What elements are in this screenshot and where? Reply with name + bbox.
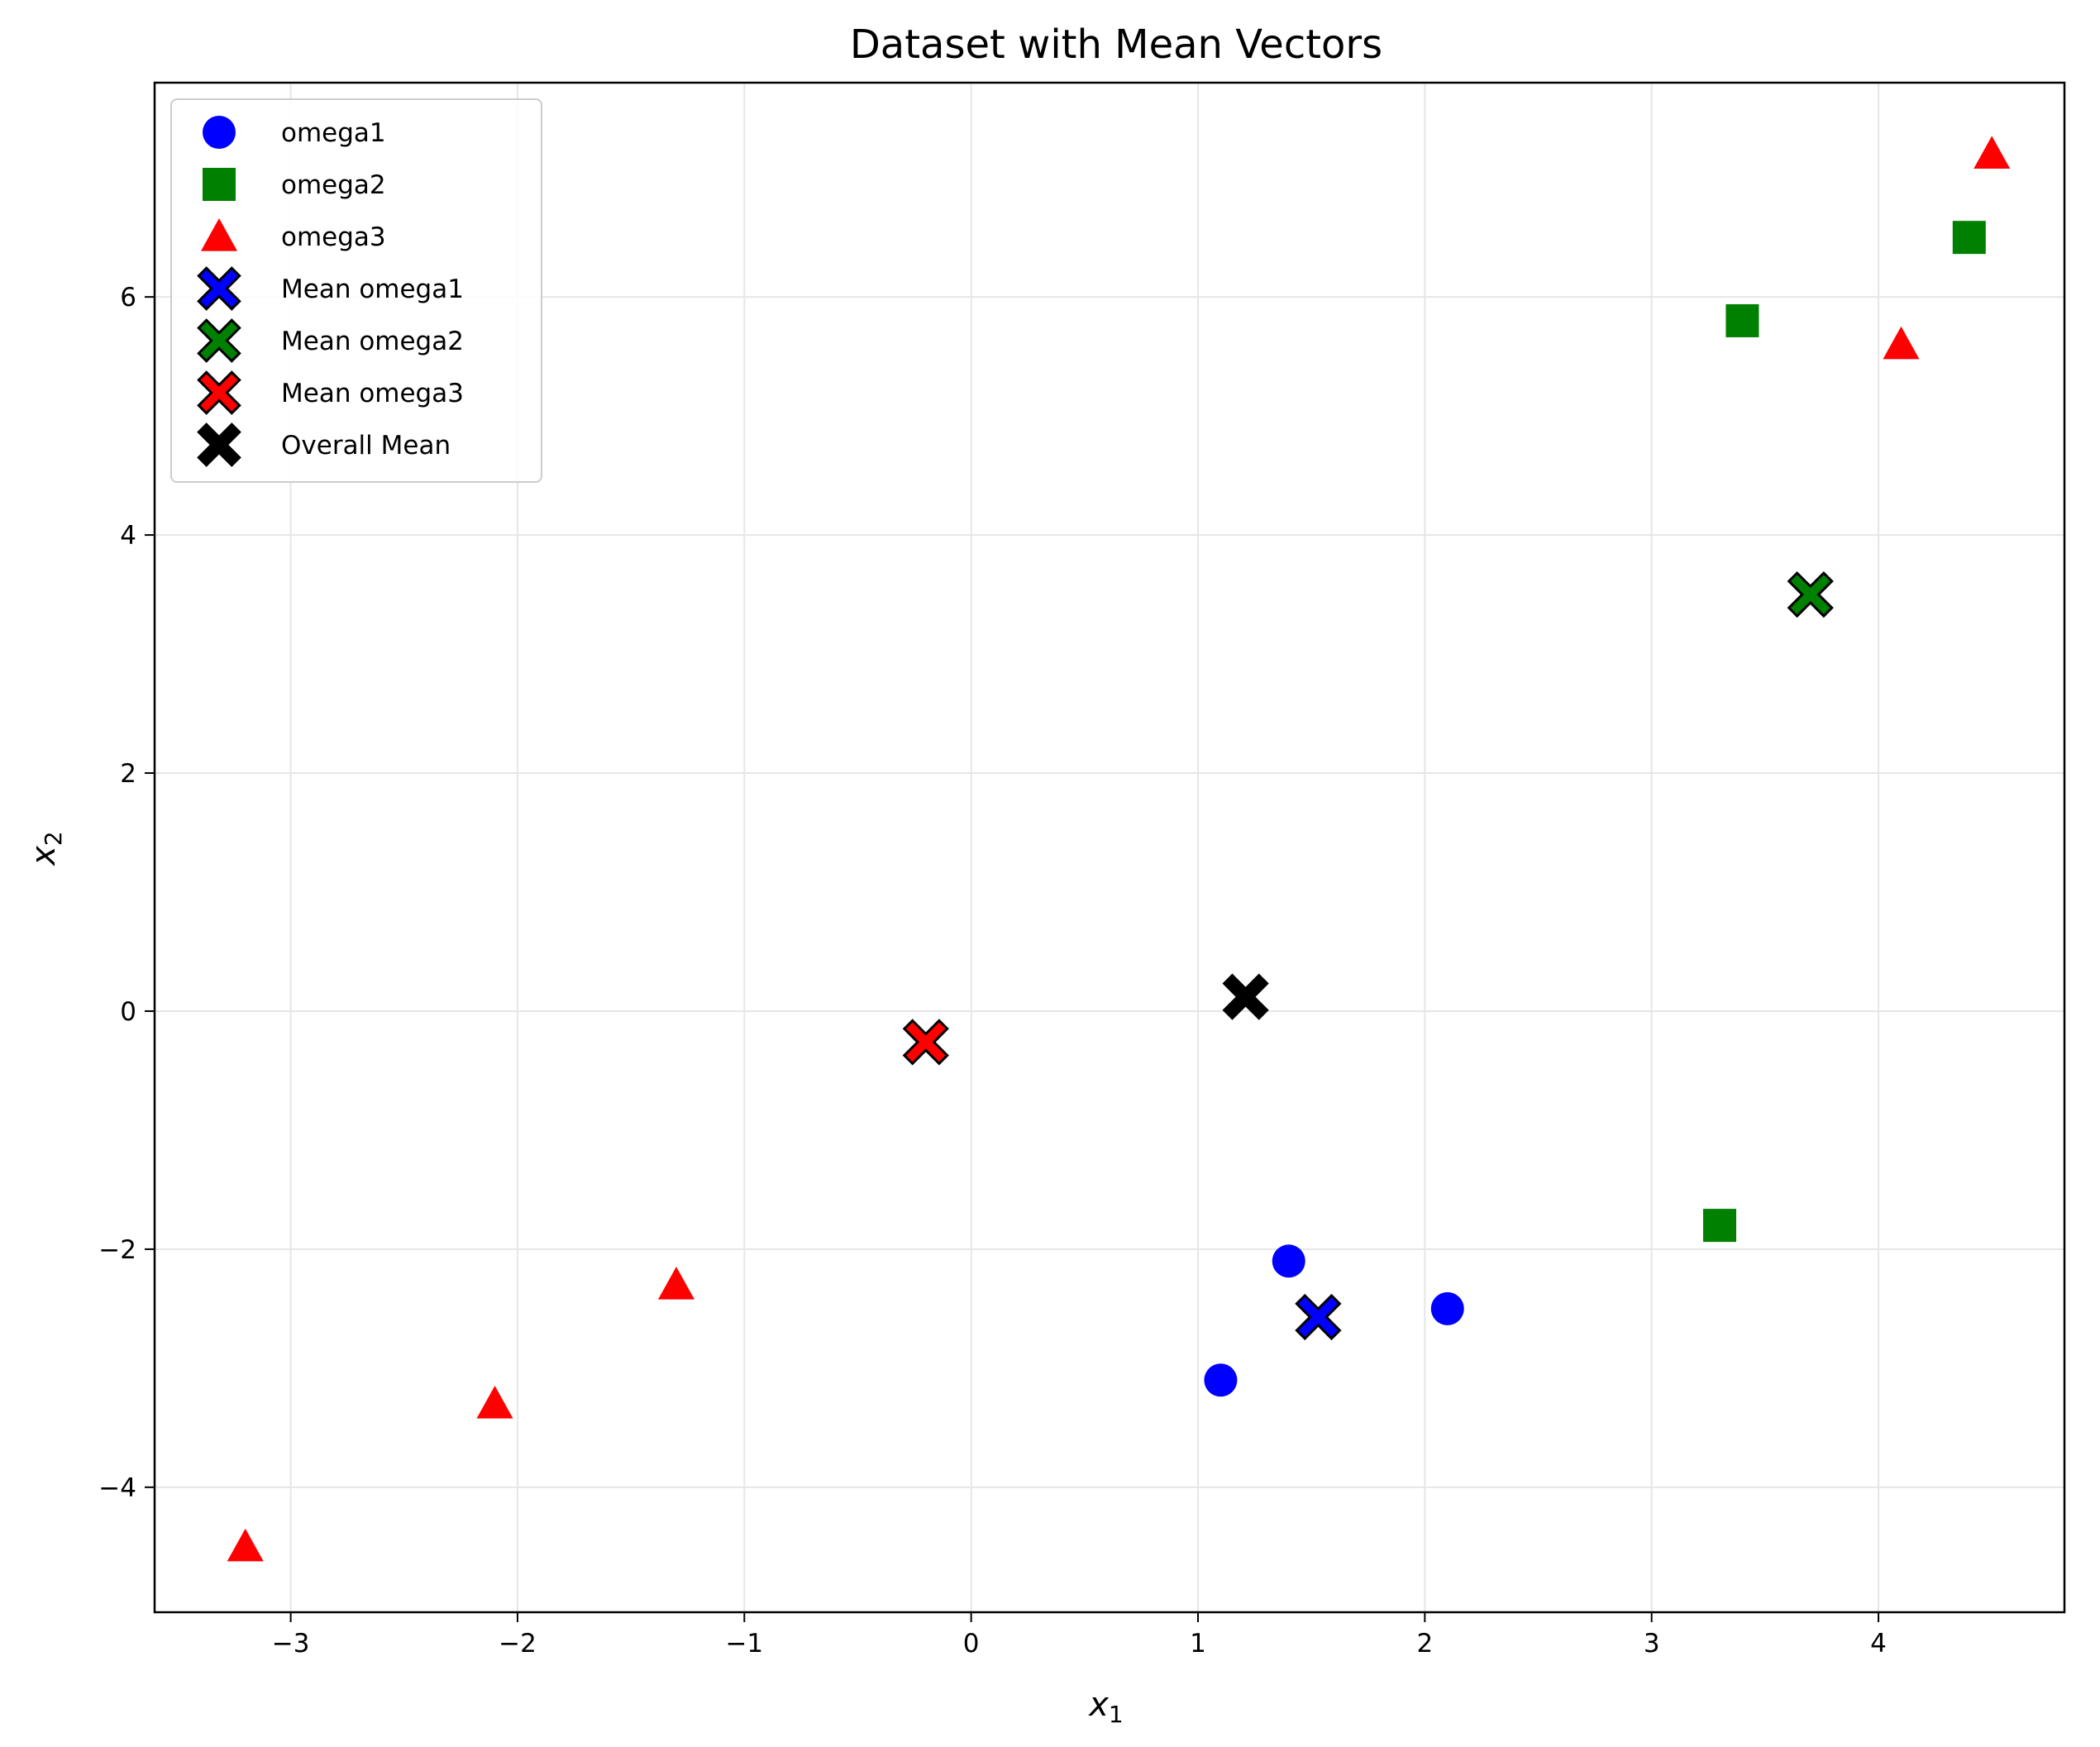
data-marks [227,136,2011,1562]
legend-label-overall-mean: Overall Mean [281,431,451,461]
omega3-point [476,1386,513,1419]
legend-marker-omega2 [203,168,236,201]
omega3-point [1974,136,2011,169]
omega1-point [1430,1291,1464,1325]
overall-mean-point [1222,973,1269,1020]
x-tick-label: 1 [1190,1629,1206,1659]
legend-label-mean-omega3: Mean omega3 [281,379,464,408]
x-tick-label: 3 [1644,1629,1660,1659]
chart-title: Dataset with Mean Vectors [850,21,1382,68]
y-axis-label-main: x [25,846,63,867]
mean-omega2-point [1787,570,1834,618]
legend-label-omega3: omega3 [281,222,386,252]
legend-label-mean-omega1: Mean omega1 [281,274,464,304]
y-axis-label: x2 [25,831,67,867]
x-tick-label: 2 [1416,1629,1433,1659]
omega3-point [657,1267,694,1300]
legend-marker-mean-omega1 [197,266,241,311]
y-axis-label-sub: 2 [40,831,67,846]
legend-label-mean-omega2: Mean omega2 [281,327,464,356]
omega1-point [1272,1244,1305,1278]
legend-marker-mean-omega2 [197,318,241,363]
mean-omega3-point [902,1019,949,1066]
x-tick-label: −3 [272,1629,310,1659]
y-tick-label: 4 [120,521,136,551]
legend-marker-overall-mean [197,422,241,467]
x-tick-label: 4 [1870,1629,1887,1659]
y-tick-label: 0 [120,997,136,1027]
y-tick-label: 6 [120,283,136,313]
legend-marker-omega1 [203,116,236,149]
x-axis-label-sub: 1 [1109,1701,1124,1728]
omega3-point [1883,326,1920,360]
omega3-point [227,1528,264,1562]
legend: omega1 omega2 omega3 Mean omega1 Mean omega2… [170,98,542,483]
grid-lines [155,83,2064,1612]
axis-ticks: −3 −2 −1 0 1 2 3 4 −4 −2 0 2 4 6 [98,283,1887,1659]
x-tick-label: 0 [963,1629,980,1659]
legend-box [170,98,542,483]
x-tick-label: −1 [725,1629,763,1659]
legend-label-omega1: omega1 [281,118,386,148]
omega2-point [1952,221,1986,255]
x-axis-label: x1 [1087,1686,1124,1728]
legend-label-omega2: omega2 [281,170,386,200]
mean-omega1-point [1295,1293,1342,1341]
y-tick-label: −2 [98,1235,136,1265]
plot-frame [153,81,2066,1614]
legend-marker-omega3 [201,218,237,251]
y-tick-label: −4 [98,1473,136,1503]
omega1-point [1204,1363,1238,1397]
omega2-point [1725,303,1759,337]
x-tick-label: −2 [499,1629,537,1659]
omega2-point [1702,1209,1736,1243]
x-axis-label-main: x [1087,1686,1109,1724]
legend-marker-mean-omega3 [197,370,241,415]
y-tick-label: 2 [120,759,136,789]
